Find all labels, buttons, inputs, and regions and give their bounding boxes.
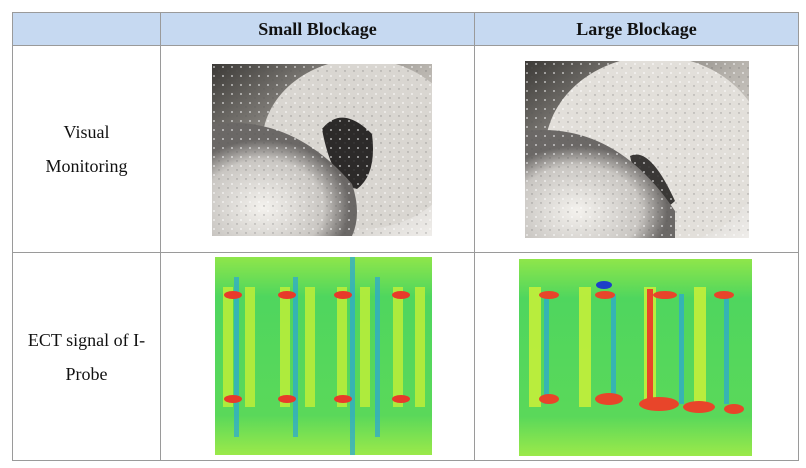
visual-image bbox=[212, 64, 432, 236]
row-label-cell: ECT signal of I-Probe bbox=[12, 252, 161, 461]
row-label: ECT signal of I-Probe bbox=[27, 329, 146, 384]
header-corner bbox=[12, 12, 161, 46]
row-label: Visual Monitoring bbox=[45, 122, 128, 176]
header-text: Large Blockage bbox=[576, 18, 697, 39]
header-cell: Small Blockage bbox=[160, 12, 475, 46]
visual-image bbox=[525, 61, 749, 238]
ect-image bbox=[519, 259, 752, 456]
header-cell: Large Blockage bbox=[474, 12, 799, 46]
header-text: Small Blockage bbox=[258, 18, 377, 39]
ect-image bbox=[215, 257, 432, 455]
image-cell bbox=[474, 252, 799, 461]
row-label-cell: Visual Monitoring bbox=[12, 45, 161, 253]
